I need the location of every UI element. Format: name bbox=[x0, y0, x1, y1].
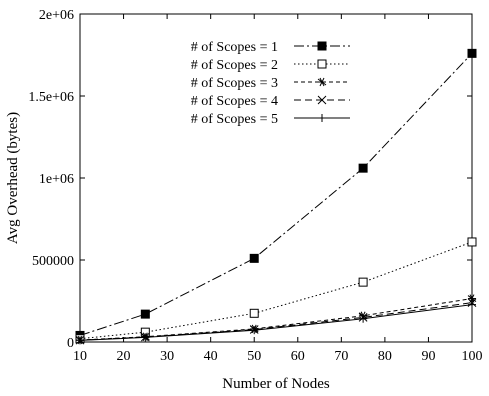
data-point bbox=[76, 336, 84, 345]
data-point bbox=[140, 309, 150, 319]
x-axis-label: Number of Nodes bbox=[222, 376, 330, 392]
data-point bbox=[249, 308, 259, 318]
series-line bbox=[79, 53, 473, 336]
data-point bbox=[358, 277, 368, 287]
series-5 bbox=[76, 300, 476, 345]
series-line bbox=[79, 298, 473, 341]
legend-entry: # of Scopes = 3 bbox=[191, 76, 350, 91]
y-tick-label: 1.5e+06 bbox=[28, 90, 74, 105]
legend-label: # of Scopes = 4 bbox=[191, 94, 278, 109]
legend-entry: # of Scopes = 1 bbox=[191, 40, 350, 55]
y-tick-label: 1e+06 bbox=[39, 172, 74, 187]
x-tick-label: 80 bbox=[378, 349, 392, 364]
data-point bbox=[467, 48, 477, 58]
legend-entry: # of Scopes = 4 bbox=[191, 94, 350, 109]
y-tick-label: 0 bbox=[67, 336, 74, 351]
legend-label: # of Scopes = 2 bbox=[191, 58, 278, 73]
series-1 bbox=[75, 48, 477, 340]
data-point bbox=[358, 163, 368, 173]
x-tick-label: 40 bbox=[204, 349, 218, 364]
data-point bbox=[249, 253, 259, 263]
legend-marker bbox=[318, 114, 326, 122]
x-tick-label: 60 bbox=[291, 349, 305, 364]
legend: # of Scopes = 1 # of Scopes = 2 # of Scope… bbox=[191, 40, 350, 127]
legend-marker bbox=[317, 59, 327, 69]
data-point bbox=[359, 314, 368, 323]
legend-marker bbox=[317, 95, 327, 105]
legend-entry: # of Scopes = 5 bbox=[191, 112, 350, 127]
legend-label: # of Scopes = 1 bbox=[191, 40, 278, 55]
data-point bbox=[467, 237, 477, 247]
series-3 bbox=[75, 294, 477, 345]
legend-entry: # of Scopes = 2 bbox=[191, 58, 350, 73]
legend-label: # of Scopes = 5 bbox=[191, 112, 278, 127]
x-tick-label: 50 bbox=[247, 349, 261, 364]
series-line bbox=[79, 241, 473, 340]
data-point bbox=[250, 326, 259, 335]
axis-ticks: 10 20 30 40 50 60 70 80 90 100 0 500000 1e+06 1.5e+06… bbox=[28, 8, 482, 364]
x-tick-label: 10 bbox=[73, 349, 87, 364]
y-tick-label: 2e+06 bbox=[39, 8, 74, 23]
x-tick-label: 20 bbox=[117, 349, 131, 364]
series-line bbox=[79, 302, 473, 341]
data-point bbox=[141, 333, 150, 342]
x-tick-label: 100 bbox=[462, 349, 483, 364]
series-line bbox=[79, 304, 473, 341]
x-tick-label: 30 bbox=[160, 349, 174, 364]
series-2 bbox=[75, 237, 477, 344]
y-tick-label: 500000 bbox=[32, 254, 74, 269]
legend-marker bbox=[317, 41, 327, 51]
x-tick-label: 70 bbox=[334, 349, 348, 364]
legend-label: # of Scopes = 3 bbox=[191, 76, 278, 91]
y-axis-label: Avg Overhead (bytes) bbox=[5, 112, 21, 244]
series-group bbox=[75, 48, 477, 345]
legend-marker bbox=[317, 77, 327, 87]
x-tick-label: 90 bbox=[421, 349, 435, 364]
data-point bbox=[468, 300, 476, 309]
